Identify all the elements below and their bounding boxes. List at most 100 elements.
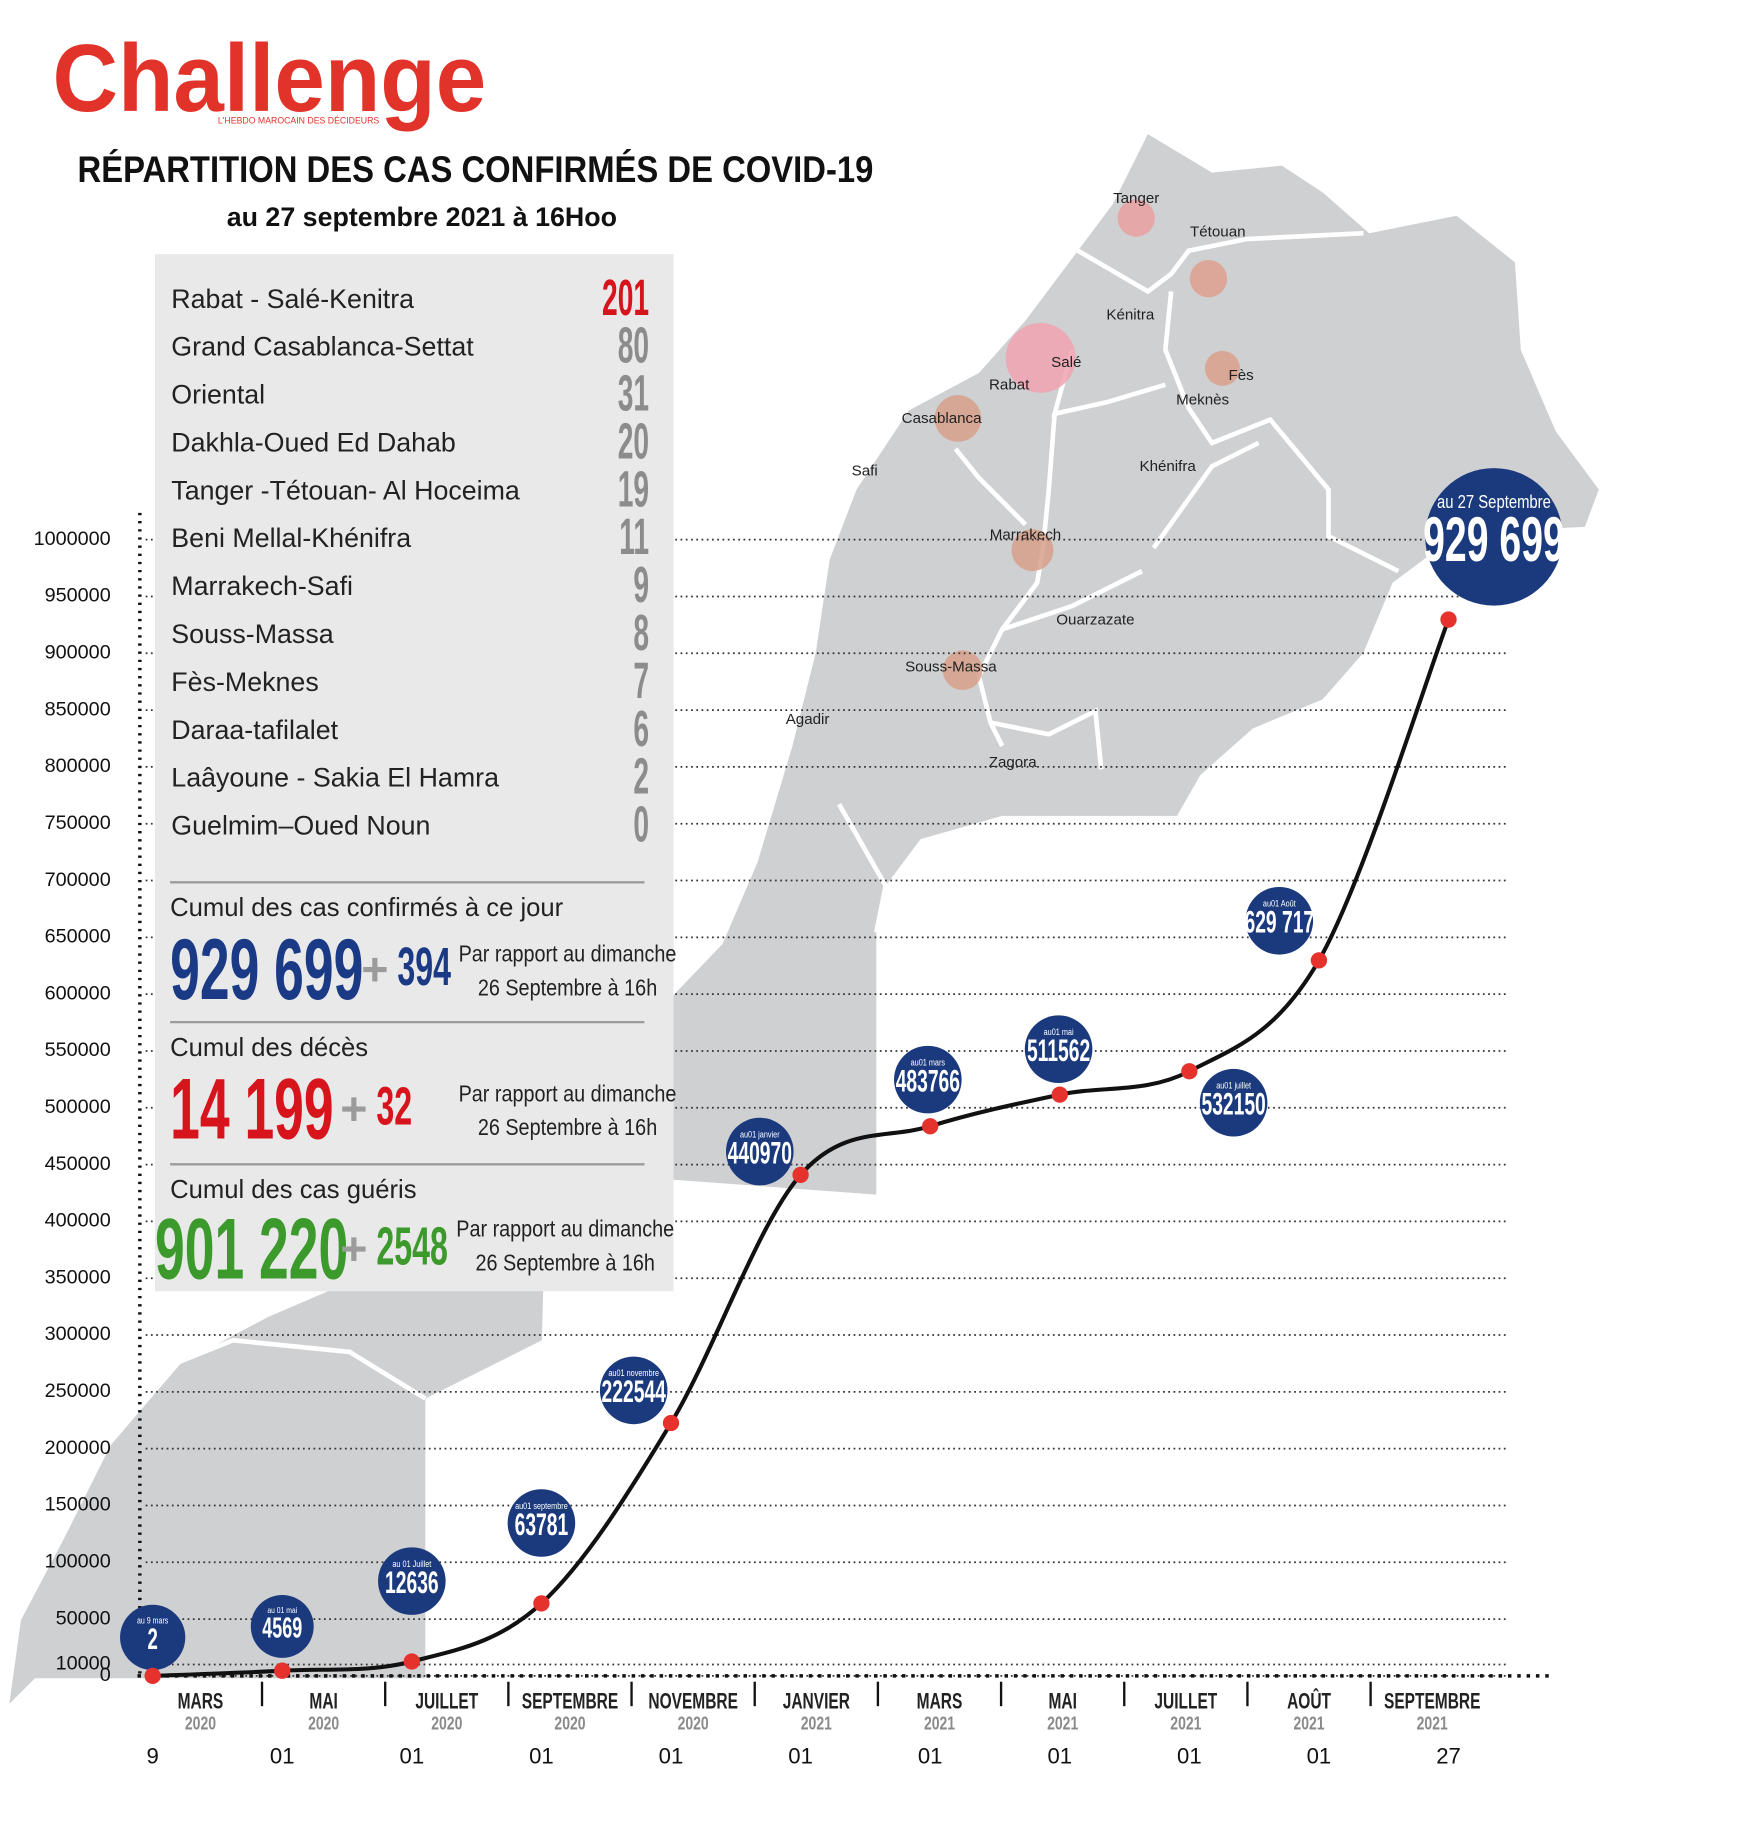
y-tick-label: 400000 xyxy=(45,1210,111,1232)
y-tick-label: 950000 xyxy=(45,585,111,607)
summary-note: 26 Septembre à 16h xyxy=(478,1114,657,1141)
point-note: au01 mars xyxy=(911,1058,945,1068)
period-month: NOVEMBRE xyxy=(648,1690,738,1714)
point-label: 511562 xyxy=(1027,1035,1090,1069)
y-tick-label: 250000 xyxy=(45,1380,111,1402)
marker xyxy=(922,1118,939,1135)
region-value: 2 xyxy=(633,748,649,805)
city-label: Fès xyxy=(1228,367,1254,384)
tagline: L'HEBDO MAROCAIN DES DÉCIDEURS xyxy=(218,116,380,126)
region-value: 19 xyxy=(618,461,649,518)
map-land xyxy=(666,134,1599,1195)
panel-background xyxy=(154,254,674,1292)
period-month: JUILLET xyxy=(415,1690,478,1714)
region-name: Dakhla-Oued Ed Dahab xyxy=(171,427,456,457)
summary-note: Par rapport au dimanche xyxy=(459,940,677,967)
y-tick-label: 0 xyxy=(100,1664,111,1686)
value-bubble xyxy=(378,1547,446,1615)
marker xyxy=(1440,611,1457,628)
point-note: au 01 mai xyxy=(267,1605,297,1615)
y-tick-label: 10000 xyxy=(56,1653,111,1675)
point-label: 4569 xyxy=(262,1612,302,1644)
region-value: 9 xyxy=(633,556,649,613)
point-label: 483766 xyxy=(896,1065,960,1099)
x-tick-label: 27 xyxy=(1436,1743,1461,1768)
region-name: Oriental xyxy=(171,380,265,410)
region-value: 0 xyxy=(633,796,649,853)
value-bubble xyxy=(250,1594,314,1658)
summary-sign: + xyxy=(340,1223,367,1275)
period-year: 2021 xyxy=(1170,1714,1201,1734)
x-tick-label: 01 xyxy=(918,1743,943,1768)
region-border xyxy=(1151,440,1260,550)
y-tick-label: 300000 xyxy=(45,1323,111,1345)
map-bubble xyxy=(1005,322,1076,393)
point-note: au01 Août xyxy=(1263,899,1296,909)
region-border xyxy=(990,707,1104,770)
marker xyxy=(1051,1086,1068,1103)
point-label: 63781 xyxy=(515,1508,569,1542)
map-bubble xyxy=(942,650,983,691)
y-tick-label: 650000 xyxy=(45,926,111,948)
region-border xyxy=(953,447,1028,527)
period-year: 2021 xyxy=(801,1714,832,1734)
summary-sign: + xyxy=(361,943,388,995)
y-tick-label: 200000 xyxy=(45,1437,111,1459)
marker xyxy=(274,1662,291,1679)
summary-note: 26 Septembre à 16h xyxy=(476,1249,655,1276)
x-tick-label: 01 xyxy=(659,1743,684,1768)
marker xyxy=(792,1166,809,1184)
value-bubble xyxy=(507,1489,576,1557)
period-month: JANVIER xyxy=(783,1690,850,1714)
y-tick-label: 700000 xyxy=(45,869,111,891)
city-label: Zagora xyxy=(989,754,1038,771)
region-border xyxy=(1076,230,1364,295)
summary-note: Par rapport au dimanche xyxy=(456,1215,674,1242)
region-name: Souss-Massa xyxy=(171,619,333,649)
summary-total: 929 699 xyxy=(170,922,363,1018)
y-tick-label: 750000 xyxy=(45,812,111,834)
value-bubble xyxy=(1425,468,1563,606)
region-name: Daraa-tafilalet xyxy=(171,715,338,745)
region-value: 31 xyxy=(618,365,649,422)
value-bubble xyxy=(1024,1015,1093,1083)
value-bubble xyxy=(1245,886,1314,955)
region-value: 6 xyxy=(633,700,649,757)
region-border xyxy=(1001,569,1144,632)
region-value: 7 xyxy=(633,652,649,709)
city-label: Tanger xyxy=(1113,190,1159,207)
point-note: au01 novembre xyxy=(608,1368,659,1378)
city-label: Meknès xyxy=(1176,392,1229,409)
region-name: Marrakech-Safi xyxy=(171,571,353,601)
summary-label: Cumul des cas confirmés à ce jour xyxy=(170,894,564,922)
period-month: AOÛT xyxy=(1287,1689,1331,1714)
region-border xyxy=(837,803,889,933)
y-tick-label: 550000 xyxy=(45,1039,111,1061)
region-borders xyxy=(173,230,1400,1401)
region-name: Rabat - Salé-Kenitra xyxy=(171,284,414,314)
logo: Challenge xyxy=(52,25,486,132)
region-value: 11 xyxy=(619,508,649,565)
y-tick-label: 450000 xyxy=(45,1153,111,1175)
period-year: 2020 xyxy=(431,1714,462,1734)
map-bubble xyxy=(934,395,982,442)
summary-increase: 394 xyxy=(397,938,451,997)
period-month: SEPTEMBRE xyxy=(522,1690,618,1714)
x-tick-label: 01 xyxy=(788,1743,813,1768)
city-label: Casablanca xyxy=(902,410,982,427)
city-label: Salé xyxy=(1051,354,1081,371)
city-label: Souss-Massa xyxy=(905,658,997,675)
region-border xyxy=(1162,291,1400,574)
y-tick-label: 150000 xyxy=(45,1494,111,1516)
map-bubble xyxy=(1117,199,1155,237)
x-tick-label: 01 xyxy=(1177,1743,1202,1768)
period-year: 2021 xyxy=(1047,1714,1078,1734)
marker xyxy=(144,1667,161,1685)
region-border xyxy=(976,413,1057,747)
period-year: 2020 xyxy=(308,1714,339,1734)
region-value: 201 xyxy=(602,269,649,326)
city-label: Rabat xyxy=(989,376,1030,393)
point-note: au01 janvier xyxy=(740,1130,780,1140)
y-tick-label: 350000 xyxy=(45,1266,111,1288)
